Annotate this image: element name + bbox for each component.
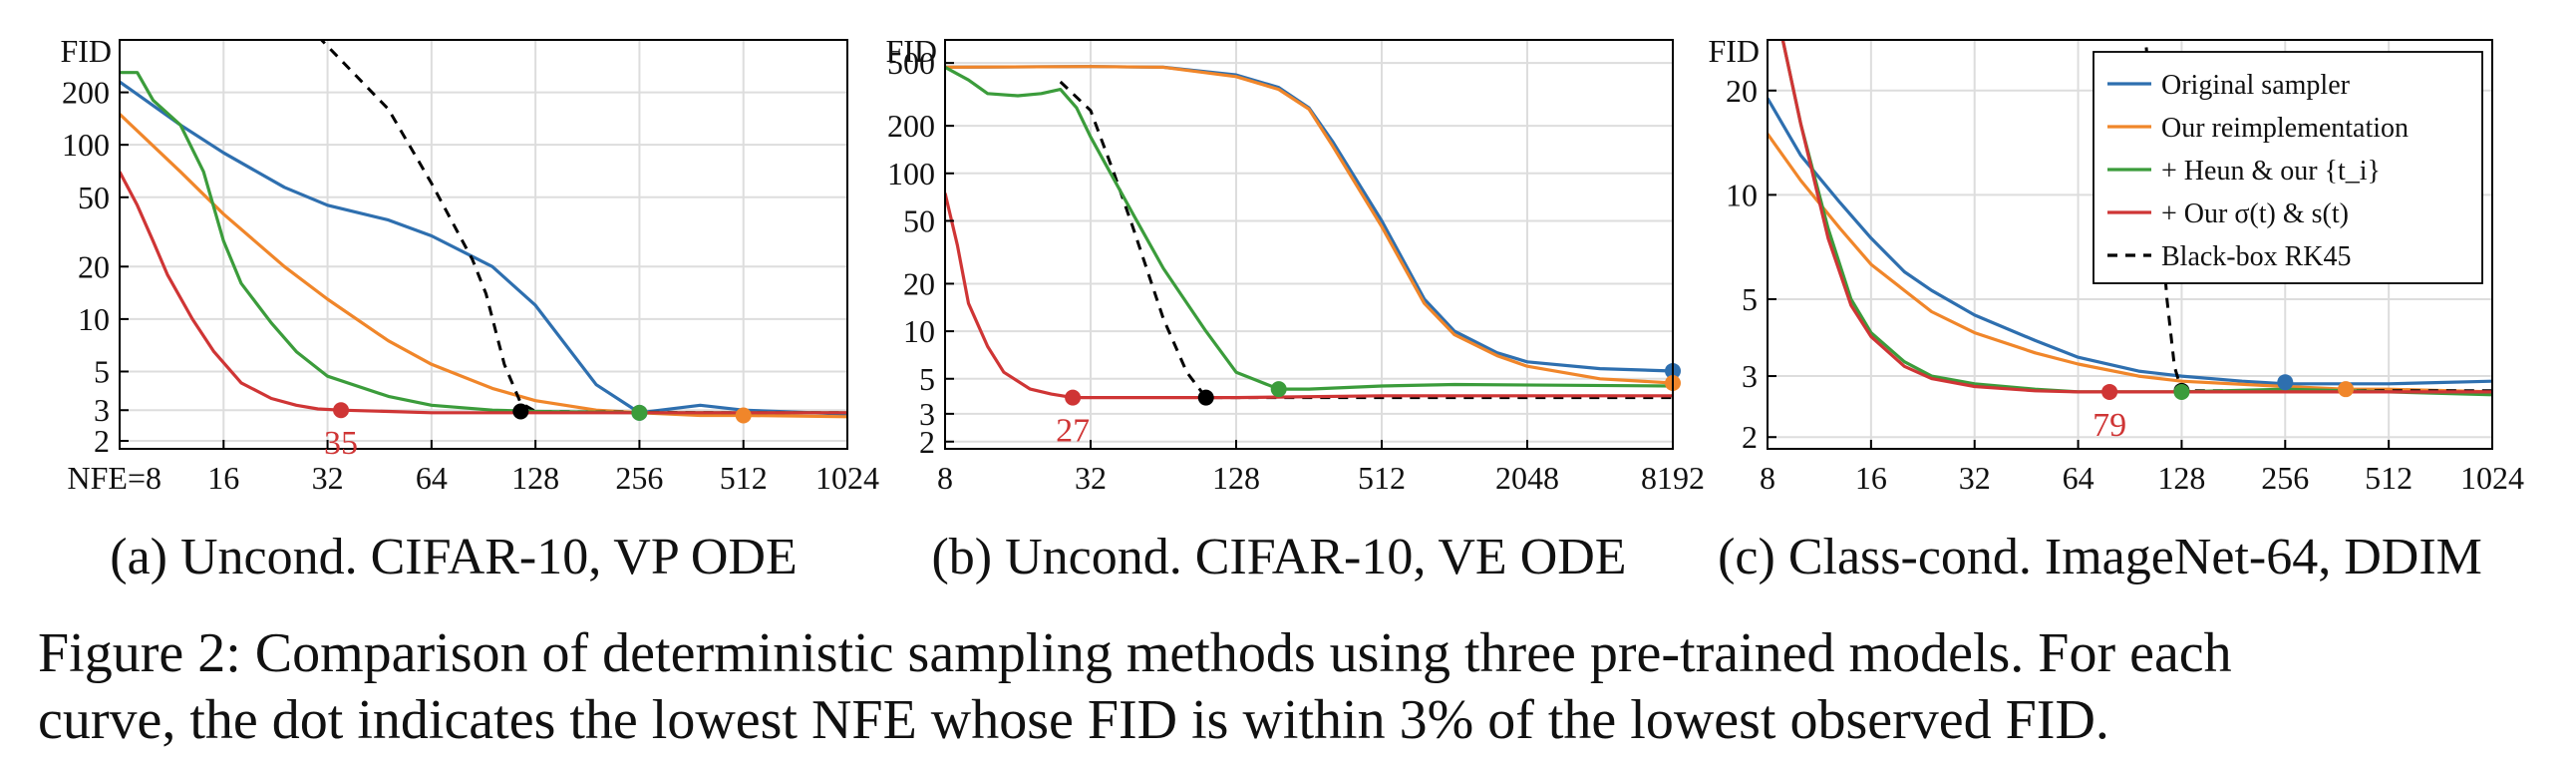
x-tick-label: 16	[1855, 460, 1887, 496]
annotation-label: 27	[1056, 413, 1090, 450]
series-marker-heun	[631, 404, 648, 421]
y-axis-label: FID	[60, 33, 112, 69]
series-line-heun	[120, 71, 847, 415]
series-line-heun	[1780, 40, 2492, 397]
x-tick-label: 1024	[815, 460, 879, 496]
legend-label: Original sampler	[2161, 70, 2351, 101]
y-tick-label: 500	[887, 45, 935, 81]
legend-label: Black-box RK45	[2161, 241, 2352, 272]
series-marker-reimpl	[2338, 381, 2355, 398]
y-tick-label: 2	[94, 423, 110, 459]
x-tick-label: 512	[2365, 460, 2413, 496]
y-tick-label: 50	[903, 202, 935, 238]
y-tick-label: 10	[1726, 177, 1758, 212]
y-tick-label: 20	[78, 248, 110, 284]
legend-box	[2093, 51, 2483, 284]
y-tick-label: 5	[1742, 281, 1758, 317]
y-tick-label: 200	[887, 108, 935, 144]
y-tick-label: 3	[919, 396, 935, 432]
series-marker-sigma	[2101, 383, 2118, 400]
series-line-sigma	[945, 192, 1673, 400]
series-marker-heun	[1270, 381, 1287, 398]
series-line-original	[945, 65, 1673, 373]
y-tick-label: 5	[919, 361, 935, 397]
x-tick-label: 64	[2063, 460, 2094, 496]
series-line-original	[1768, 97, 2492, 386]
y-tick-label: 50	[78, 180, 110, 215]
x-tick-label: NFE=8	[68, 460, 162, 496]
legend-label: + Heun & our {t_i}	[2161, 156, 2381, 187]
subplot-caption: (c) Class-cond. ImageNet-64, DDIM	[1718, 529, 2482, 585]
chart-panel-2: 235 10 20 50 100 200 500 8 32 128 512 2048 8192 FID 27…	[885, 33, 1705, 585]
x-tick-label: 8192	[1641, 460, 1705, 496]
plot-frame	[119, 39, 848, 450]
y-tick-label: 200	[62, 75, 110, 111]
x-tick-label: 16	[207, 460, 239, 496]
series-line-rk45	[1059, 80, 1673, 400]
figure-caption-line-1: Figure 2: Comparison of deterministic sa…	[38, 622, 2232, 684]
x-tick-label: 256	[615, 460, 663, 496]
subplot-caption: (a) Uncond. CIFAR-10, VP ODE	[110, 529, 797, 585]
chart-panel-3: 2 3 5 10 20 8 16 32 64 128 256 512 1024 FID 79 (c) Clas…	[1708, 33, 2524, 585]
series-line-heun	[945, 65, 1673, 391]
series-line-original	[120, 80, 847, 416]
y-tick-label: 20	[903, 265, 935, 301]
x-tick-label: 32	[1959, 460, 1991, 496]
y-tick-label: 100	[887, 156, 935, 192]
series-marker-rk45	[512, 403, 529, 420]
y-tick-label: 2	[919, 424, 935, 460]
x-tick-label: 32	[312, 460, 344, 496]
x-tick-label: 128	[1212, 460, 1260, 496]
series-marker-sigma	[1065, 389, 1082, 406]
series-line-reimpl	[1768, 133, 2492, 394]
series-line-sigma	[1780, 40, 2492, 394]
x-tick-label: 256	[2261, 460, 2309, 496]
y-tick-label: 100	[62, 127, 110, 163]
y-tick-label: 10	[903, 313, 935, 349]
annotation-label: 35	[324, 425, 358, 462]
x-tick-label: 8	[1760, 460, 1775, 496]
x-tick-label: 32	[1075, 460, 1107, 496]
x-tick-label: 128	[511, 460, 559, 496]
annotation-label: 79	[2093, 407, 2126, 444]
series-line-reimpl	[120, 113, 847, 419]
x-tick-label: 512	[720, 460, 768, 496]
plot-frame	[1767, 39, 2493, 450]
x-tick-label: 128	[2157, 460, 2205, 496]
x-tick-label: 8	[937, 460, 953, 496]
subplot-caption: (b) Uncond. CIFAR-10, VE ODE	[931, 529, 1626, 585]
series-marker-heun	[2173, 383, 2190, 400]
series-line-reimpl	[945, 65, 1673, 385]
y-tick-label: 5	[94, 353, 110, 389]
legend: Original sampler Our reimplementation + He…	[2093, 51, 2483, 284]
legend-label: Our reimplementation	[2161, 113, 2409, 144]
series-marker-original	[2277, 374, 2294, 391]
series-marker-reimpl	[735, 407, 752, 424]
x-tick-label: 512	[1358, 460, 1406, 496]
series-line-sigma	[120, 171, 847, 415]
y-tick-label: 2	[1742, 419, 1758, 455]
x-tick-label: 64	[416, 460, 448, 496]
x-tick-label: 1024	[2460, 460, 2524, 496]
y-axis-label: FID	[1708, 33, 1760, 69]
legend-label: + Our σ(t) & s(t)	[2161, 198, 2349, 229]
x-tick-label: 2048	[1495, 460, 1559, 496]
series-marker-sigma	[333, 402, 350, 419]
y-tick-label: 3	[94, 392, 110, 428]
y-tick-label: 10	[78, 301, 110, 337]
figure-caption: Figure 2: Comparison of deterministic sa…	[38, 620, 2550, 754]
y-tick-label: 20	[1726, 73, 1758, 109]
y-tick-label: 3	[1742, 358, 1758, 394]
series-marker-rk45	[1197, 389, 1214, 406]
figure-caption-line-2: curve, the dot indicates the lowest NFE …	[38, 689, 2109, 751]
y-axis-label: FID	[885, 33, 937, 69]
plot-frame	[944, 39, 1674, 450]
